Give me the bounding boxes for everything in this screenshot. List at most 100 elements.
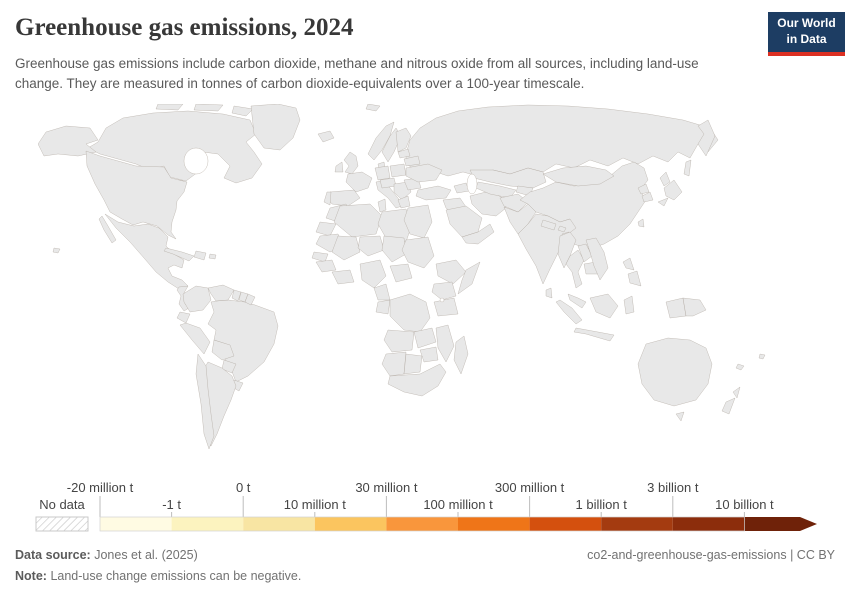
legend-bin-8[interactable] bbox=[672, 517, 745, 531]
map-region-taiwan[interactable] bbox=[637, 218, 645, 228]
map-region-yemen-oman[interactable] bbox=[461, 223, 495, 245]
legend-bin-3[interactable] bbox=[314, 517, 387, 531]
map-region-belarus[interactable] bbox=[403, 155, 421, 167]
map-region-caucasus[interactable] bbox=[453, 182, 470, 194]
map-region-botswana[interactable] bbox=[403, 353, 423, 375]
legend-bin-7[interactable] bbox=[601, 517, 673, 531]
map-region-central-african-rep[interactable] bbox=[389, 263, 413, 283]
footer-license[interactable]: CC BY bbox=[796, 548, 835, 562]
map-region-vietnam[interactable] bbox=[585, 237, 609, 281]
map-region-finland[interactable] bbox=[395, 127, 412, 153]
map-region-gabon-congo[interactable] bbox=[375, 299, 391, 315]
map-region-ireland[interactable] bbox=[334, 161, 344, 173]
owid-logo[interactable]: Our World in Data bbox=[768, 12, 845, 56]
map-region-angola[interactable] bbox=[383, 329, 415, 353]
map-region-afghanistan[interactable] bbox=[499, 193, 529, 213]
map-region-greece[interactable] bbox=[397, 195, 411, 209]
map-region-uganda-kenya[interactable] bbox=[431, 281, 457, 301]
map-region-fiji[interactable] bbox=[758, 353, 766, 360]
footer-slug[interactable]: co2-and-greenhouse-gas-emissions | CC BY bbox=[587, 548, 835, 562]
map-region-ukraine[interactable] bbox=[405, 163, 443, 183]
map-region-russia-sakhalin[interactable] bbox=[683, 159, 692, 177]
map-region-hawaii[interactable] bbox=[52, 247, 61, 254]
map-region-usa[interactable] bbox=[85, 150, 188, 240]
legend-bin-4[interactable] bbox=[386, 517, 458, 531]
map-region-mozambique[interactable] bbox=[435, 324, 455, 363]
map-region-svalbard[interactable] bbox=[365, 104, 381, 112]
map-region-russia-kamchatka[interactable] bbox=[697, 119, 716, 157]
footer-source-value[interactable]: Jones et al. (2025) bbox=[94, 548, 198, 562]
legend-bin-6[interactable] bbox=[529, 517, 602, 531]
map-region-japan-n[interactable] bbox=[659, 171, 671, 187]
map-region-tasmania[interactable] bbox=[675, 411, 685, 422]
map-region-portugal[interactable] bbox=[323, 191, 332, 206]
map-region-indonesia-sulawesi[interactable] bbox=[623, 295, 635, 315]
legend-bin-2[interactable] bbox=[243, 517, 315, 531]
map-region-colombia[interactable] bbox=[182, 285, 212, 313]
map-region-russia[interactable] bbox=[405, 104, 719, 177]
map-region-bolivia[interactable] bbox=[211, 339, 235, 361]
map-region-cameroon[interactable] bbox=[373, 283, 391, 301]
map-region-japan-s[interactable] bbox=[657, 197, 669, 207]
map-region-south-africa[interactable] bbox=[387, 363, 447, 397]
map-region-thailand[interactable] bbox=[565, 249, 585, 289]
map-region-drc[interactable] bbox=[389, 293, 431, 333]
map-region-canada-islands[interactable] bbox=[155, 104, 254, 117]
map-region-philippines-n[interactable] bbox=[622, 257, 635, 271]
map-region-north-korea[interactable] bbox=[637, 183, 650, 195]
map-region-mexico[interactable] bbox=[104, 213, 189, 290]
map-region-indonesia-sumatra[interactable] bbox=[555, 299, 583, 325]
map-region-venezuela[interactable] bbox=[207, 284, 235, 302]
map-region-zambia[interactable] bbox=[413, 327, 437, 349]
map-region-poland[interactable] bbox=[389, 163, 407, 178]
map-region-sri-lanka[interactable] bbox=[545, 287, 553, 299]
map-region-baja[interactable] bbox=[98, 215, 117, 244]
map-region-indonesia-java[interactable] bbox=[573, 327, 615, 342]
map-region-czechia-austria[interactable] bbox=[379, 177, 397, 189]
map-region-french-guiana[interactable] bbox=[244, 293, 256, 306]
map-region-turkey[interactable] bbox=[415, 185, 452, 201]
map-region-sudan[interactable] bbox=[401, 236, 435, 269]
map-region-uk[interactable] bbox=[343, 151, 359, 175]
map-region-mongolia[interactable] bbox=[542, 165, 615, 187]
map-region-indonesia-borneo[interactable] bbox=[589, 293, 619, 319]
map-region-new-zealand-n[interactable] bbox=[732, 386, 741, 399]
legend-no-data-swatch[interactable] bbox=[35, 516, 89, 532]
map-region-australia[interactable] bbox=[637, 337, 713, 407]
map-region-western-sahara[interactable] bbox=[315, 221, 337, 237]
map-region-pakistan[interactable] bbox=[503, 203, 537, 235]
map-region-ivory-ghana[interactable] bbox=[331, 269, 355, 285]
map-region-papua-new-guinea[interactable] bbox=[682, 297, 707, 317]
map-region-puerto-rico[interactable] bbox=[208, 253, 217, 260]
map-region-baltics[interactable] bbox=[397, 148, 411, 159]
map-region-somalia[interactable] bbox=[457, 261, 481, 295]
legend-bin-5[interactable] bbox=[458, 517, 530, 531]
map-region-japan-c[interactable] bbox=[663, 179, 683, 201]
map-region-greenland[interactable] bbox=[250, 104, 301, 151]
map-region-senegal[interactable] bbox=[311, 251, 329, 263]
map-region-philippines-s[interactable] bbox=[627, 270, 642, 287]
map-region-chad[interactable] bbox=[381, 235, 407, 263]
map-region-new-zealand-s[interactable] bbox=[721, 397, 736, 415]
map-region-peru[interactable] bbox=[179, 322, 211, 355]
map-region-chile[interactable] bbox=[195, 353, 215, 450]
map-region-tanzania[interactable] bbox=[433, 297, 459, 317]
map-region-spain[interactable] bbox=[326, 189, 361, 207]
map-region-niger[interactable] bbox=[357, 235, 385, 257]
map-region-new-caledonia[interactable] bbox=[735, 363, 745, 371]
legend-bin-0[interactable] bbox=[100, 517, 172, 531]
map-region-paraguay[interactable] bbox=[221, 359, 237, 374]
map-region-namibia[interactable] bbox=[381, 351, 407, 377]
legend-bin-9[interactable] bbox=[744, 517, 817, 531]
map-region-france[interactable] bbox=[345, 171, 373, 193]
map-region-nigeria[interactable] bbox=[359, 259, 387, 289]
map-region-guinea-group[interactable] bbox=[315, 259, 337, 273]
map-region-alaska[interactable] bbox=[38, 125, 99, 157]
map-region-cuba[interactable] bbox=[163, 247, 195, 262]
map-region-malaysia[interactable] bbox=[567, 293, 587, 309]
map-region-indonesia-papua[interactable] bbox=[665, 297, 687, 319]
map-region-norway[interactable] bbox=[367, 121, 395, 161]
legend-bin-1[interactable] bbox=[171, 517, 244, 531]
map-region-madagascar[interactable] bbox=[453, 335, 469, 375]
map-region-guyana[interactable] bbox=[231, 289, 242, 302]
